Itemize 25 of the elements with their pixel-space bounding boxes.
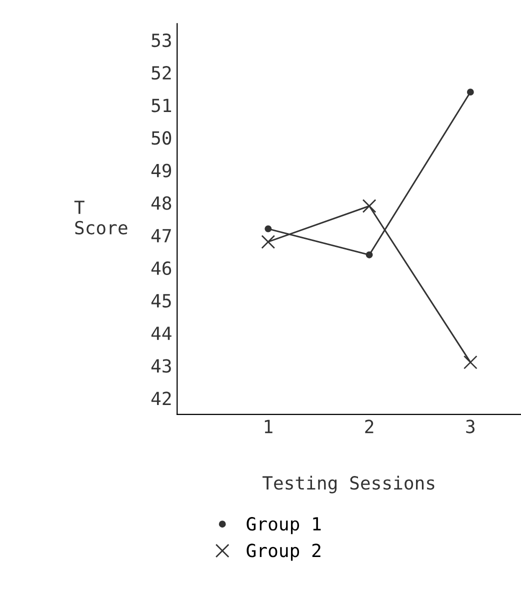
x-axis-title: Testing Sessions [262, 476, 434, 494]
y-tick-label: 51 [152, 98, 172, 112]
y-tick-label: 46 [151, 261, 172, 276]
y-tick-label: 53 [152, 33, 171, 48]
point [463, 355, 478, 370]
point [261, 234, 276, 249]
point [362, 199, 376, 213]
y-tick-label: 50 [152, 131, 172, 145]
legend-label: Group 1 [246, 517, 321, 534]
x-tick-label: 1 [264, 420, 272, 434]
y-tick-label: 43 [151, 359, 171, 373]
point [264, 225, 272, 232]
y-tick-label: 42 [151, 392, 171, 406]
y-axis-title: T Score [74, 200, 128, 234]
x-tick-label: 3 [466, 420, 475, 434]
x-tick-label: 2 [365, 420, 374, 434]
y-tick-label: 52 [152, 66, 171, 80]
y-tick-label: 44 [151, 326, 172, 340]
y-tick-label: 48 [151, 196, 172, 210]
y-tick-label: 47 [151, 229, 171, 242]
y-tick-label: 49 [151, 164, 172, 178]
legend-label: Group 2 [246, 544, 320, 561]
point [366, 251, 373, 258]
y-tick-label: 45 [151, 294, 171, 308]
point [466, 88, 474, 96]
